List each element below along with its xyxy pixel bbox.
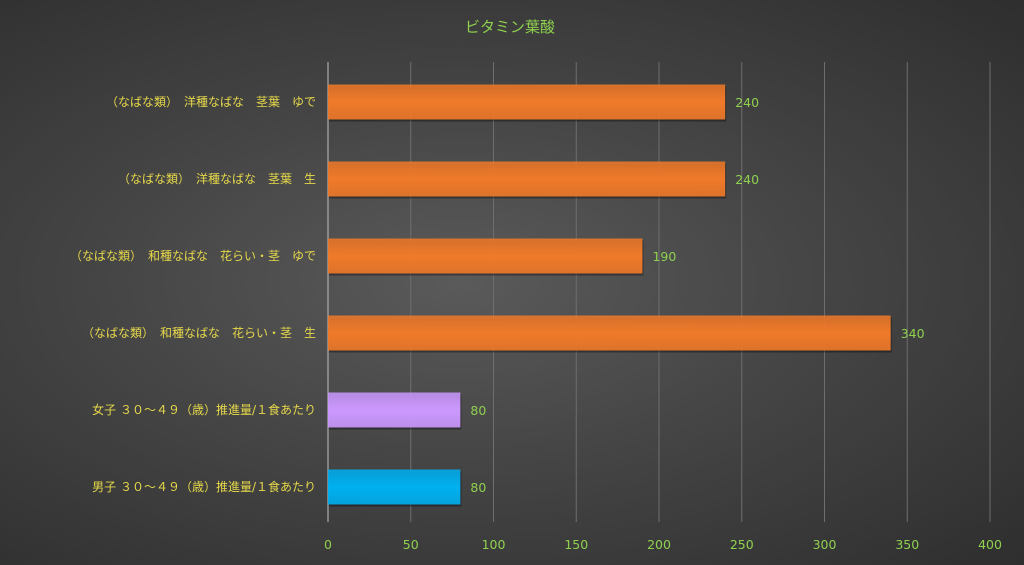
bar xyxy=(328,238,643,274)
x-tick-label: 300 xyxy=(813,537,837,552)
labels: （なばな類） 洋種なばな 茎葉 ゆで 240 （なばな類） 洋種なばな 茎葉 生 24… xyxy=(70,94,925,495)
data-label: 240 xyxy=(735,172,759,187)
category-label: 男子 ３０～４９（歳）推進量/１食あたり xyxy=(92,479,316,494)
x-tick-label: 350 xyxy=(895,537,919,552)
category-label: （なばな類） 和種なばな 花らい・茎 ゆで xyxy=(70,248,316,263)
category-label: （なばな類） 洋種なばな 茎葉 ゆで xyxy=(106,94,316,109)
x-tick-label: 250 xyxy=(730,537,754,552)
x-tick-label: 200 xyxy=(647,537,671,552)
x-tick-label: 50 xyxy=(403,537,419,552)
data-label: 340 xyxy=(901,326,925,341)
data-label: 80 xyxy=(470,403,486,418)
chart-title: ビタミン葉酸 xyxy=(465,18,555,36)
data-label: 240 xyxy=(735,95,759,110)
x-tick-label: 400 xyxy=(978,537,1002,552)
bar xyxy=(328,315,891,351)
data-label: 190 xyxy=(652,249,676,264)
category-label: （なばな類） 和種なばな 花らい・茎 生 xyxy=(82,325,316,340)
gridlines xyxy=(327,62,991,522)
category-label: 女子 ３０～４９（歳）推進量/１食あたり xyxy=(92,402,316,417)
x-tick-label: 150 xyxy=(564,537,588,552)
x-tick-label: 0 xyxy=(324,537,332,552)
x-tick-label: 100 xyxy=(482,537,506,552)
bar xyxy=(328,392,461,428)
data-label: 80 xyxy=(470,480,486,495)
bars xyxy=(328,84,892,507)
x-axis-ticks: 0 50 100 150 200 250 300 350 400 xyxy=(324,537,1002,552)
bar xyxy=(328,469,461,505)
category-label: （なばな類） 洋種なばな 茎葉 生 xyxy=(118,171,316,186)
bar xyxy=(328,84,726,120)
bar xyxy=(328,161,726,197)
